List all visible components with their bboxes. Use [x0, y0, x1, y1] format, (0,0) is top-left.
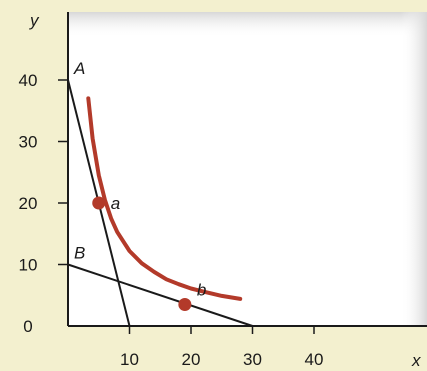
budget-line-label-A: A: [73, 59, 85, 78]
x-axis-label: x: [411, 351, 421, 370]
y-tick-label: 20: [19, 194, 38, 213]
plot-area: [68, 12, 427, 326]
x-tick-label: 30: [243, 350, 262, 369]
y-tick-label: 30: [19, 133, 38, 152]
y-tick-label: 10: [19, 256, 38, 275]
x-tick-label: 10: [120, 350, 139, 369]
budget-line-label-B: B: [74, 244, 85, 263]
point-label-b: b: [197, 280, 206, 299]
point-b: [178, 297, 192, 311]
budget-line-B: [67, 263, 253, 327]
indifference-curve: [86, 96, 243, 301]
x-tick-label: 40: [305, 350, 324, 369]
y-tick-label: 40: [19, 71, 38, 90]
point-label-a: a: [111, 194, 120, 213]
plot-shade-top: [68, 12, 427, 38]
plot-shade-right: [401, 12, 427, 326]
x-tick-label: 20: [182, 350, 201, 369]
point-a: [92, 196, 106, 210]
y-axis-label: y: [29, 11, 40, 30]
y-tick-label: 0: [23, 317, 32, 336]
